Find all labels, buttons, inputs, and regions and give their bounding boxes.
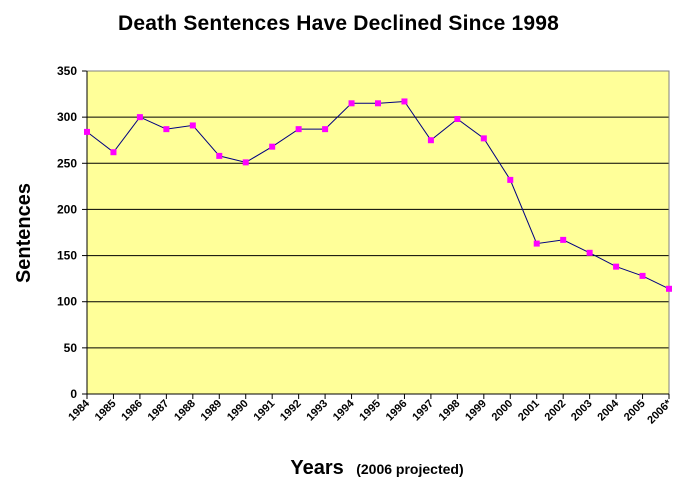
x-tick-label: 1997 <box>410 398 436 424</box>
x-tick-label: 1998 <box>437 398 463 424</box>
x-axis-note: (2006 projected) <box>356 461 463 477</box>
x-tick-label: 1990 <box>225 398 251 424</box>
data-point <box>295 126 302 133</box>
data-point <box>454 115 461 122</box>
data-point <box>533 240 540 247</box>
y-tick-label: 350 <box>57 64 77 78</box>
data-point <box>163 126 170 133</box>
data-point <box>560 236 567 243</box>
x-tick-label: 2000 <box>490 398 516 424</box>
data-point <box>84 128 90 135</box>
y-tick-label: 50 <box>64 341 78 355</box>
x-tick-label: 1994 <box>331 397 357 423</box>
x-tick-label: 1988 <box>172 398 198 424</box>
y-axis-title: Sentences <box>13 183 35 283</box>
data-point <box>189 122 196 129</box>
x-tick-label: 1987 <box>146 398 172 424</box>
x-axis-title: Years <box>290 457 343 479</box>
x-tick-label: 2006* <box>645 397 674 426</box>
x-tick-label: 1986 <box>119 398 145 424</box>
x-axis-title-group: Years (2006 projected) <box>290 457 463 479</box>
y-tick-label: 200 <box>57 202 77 216</box>
x-tick-label: 2001 <box>516 398 542 424</box>
x-tick-label: 1989 <box>199 398 225 424</box>
data-point <box>348 100 355 107</box>
x-tick-label: 2004 <box>595 397 621 423</box>
data-point <box>216 152 223 159</box>
x-tick-label: 2003 <box>569 398 595 424</box>
data-point <box>427 137 434 144</box>
x-tick-label: 1993 <box>304 398 330 424</box>
data-point <box>507 176 514 183</box>
data-point <box>242 159 249 166</box>
y-tick-label: 150 <box>57 249 77 263</box>
y-tick-label: 300 <box>57 110 77 124</box>
x-tick-label: 2005 <box>622 398 648 424</box>
x-tick-label: 1995 <box>357 398 383 424</box>
data-point <box>613 263 620 270</box>
x-tick-label: 1999 <box>463 398 489 424</box>
x-tick-label: 2002 <box>543 398 569 424</box>
y-tick-label: 250 <box>57 156 77 170</box>
data-point <box>375 100 381 107</box>
data-point <box>639 272 646 279</box>
x-tick-label: 1991 <box>252 398 278 424</box>
data-point <box>322 126 329 133</box>
x-tick-label: 1996 <box>384 398 410 424</box>
x-tick-label: 1985 <box>93 398 119 424</box>
data-point <box>586 249 593 256</box>
data-point <box>269 143 276 150</box>
plot-area <box>87 71 669 394</box>
data-point <box>110 149 117 156</box>
y-tick-label: 100 <box>57 295 77 309</box>
data-point <box>480 135 487 142</box>
data-point <box>136 114 143 121</box>
y-tick-label: 0 <box>70 387 77 401</box>
chart-title: Death Sentences Have Declined Since 1998 <box>117 12 560 35</box>
data-point <box>401 98 408 105</box>
data-point <box>666 285 672 292</box>
x-tick-label: 1992 <box>278 398 304 424</box>
